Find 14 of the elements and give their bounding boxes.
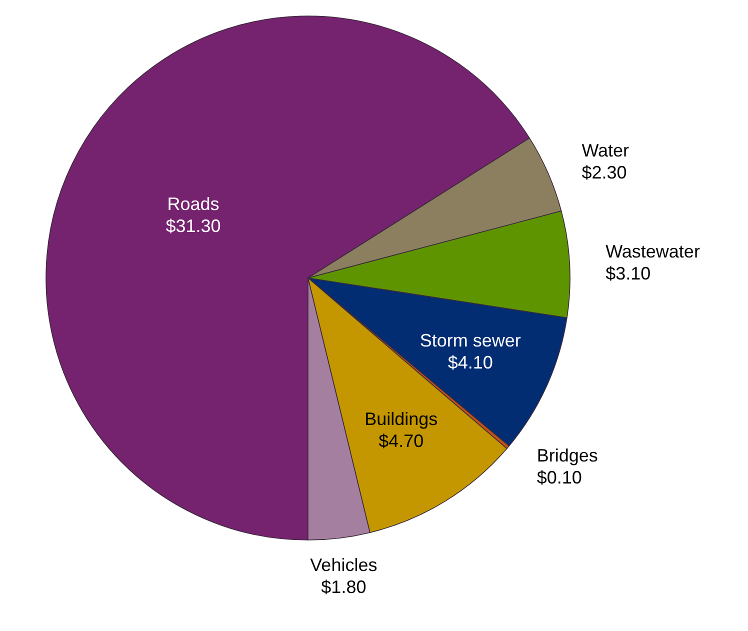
slice-label: Wastewater [606, 242, 700, 262]
data-label: $4.70 [378, 430, 424, 451]
slice-label: Buildings [364, 408, 438, 429]
data-label: $3.10 [606, 264, 651, 284]
data-label: $0.10 [536, 468, 582, 488]
data-label: $2.30 [582, 162, 627, 182]
data-label: $31.30 [166, 216, 221, 236]
slice-label: Roads [167, 194, 220, 214]
slice-label: Bridges [536, 446, 598, 466]
data-label: $1.80 [321, 576, 366, 597]
slice-label: Vehicles [310, 554, 378, 575]
slice-label: Water [582, 140, 630, 160]
data-label: $4.10 [448, 352, 493, 372]
slice-label: Storm sewer [420, 330, 521, 350]
